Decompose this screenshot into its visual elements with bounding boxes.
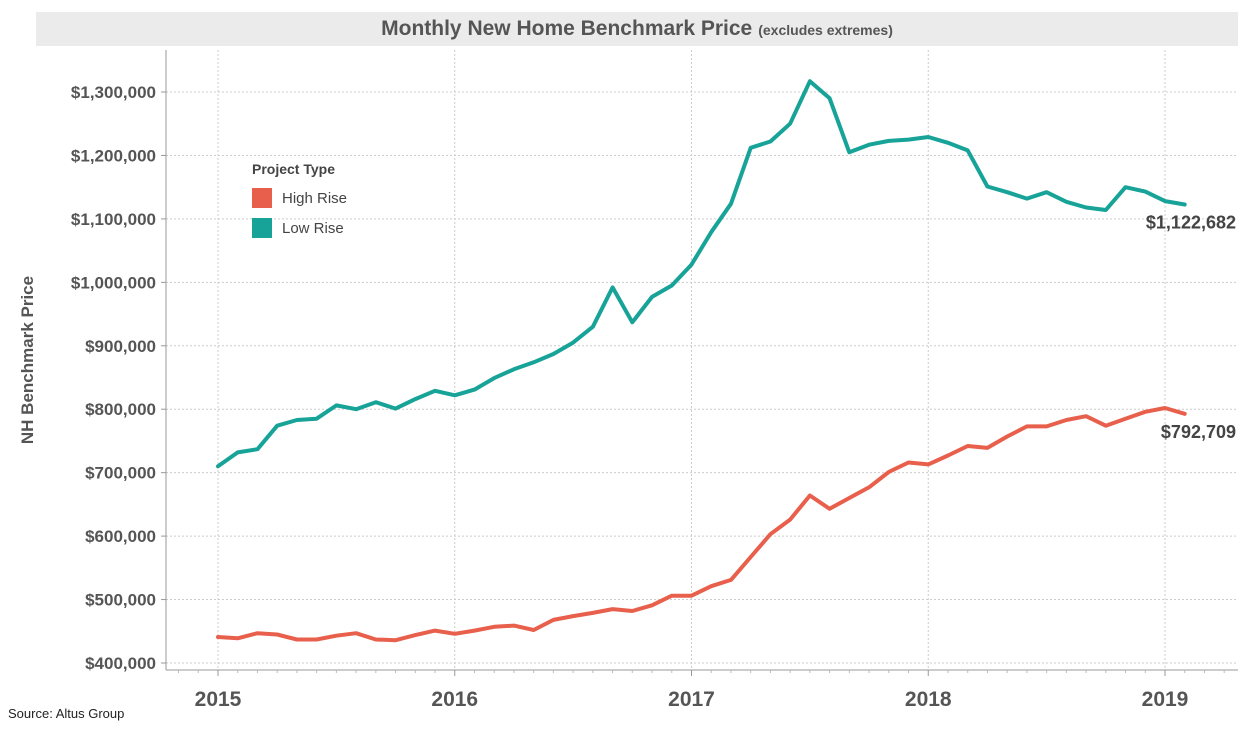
legend-item-high-rise[interactable]: High Rise <box>252 183 347 213</box>
chart-title: Monthly New Home Benchmark Price <box>381 17 753 40</box>
y-tick-label: $500,000 <box>85 591 156 610</box>
legend-label-high-rise: High Rise <box>282 189 348 207</box>
x-tick-label: 2019 <box>1142 688 1189 711</box>
series-line-low-rise <box>216 79 1187 469</box>
end-labels: $792,709 $1,122,682 <box>1146 212 1236 441</box>
end-label-low-rise: $1,122,682 <box>1146 212 1236 232</box>
series-lines <box>216 79 1187 643</box>
legend-label-low-rise: Low Rise <box>282 219 344 237</box>
legend: Project Type High Rise Low Rise <box>252 161 347 243</box>
axes: $400,000 $500,000 $600,000 $700,000 $800,000… <box>71 50 1238 711</box>
y-tick-label: $800,000 <box>85 400 156 419</box>
legend-item-low-rise[interactable]: Low Rise <box>252 213 347 243</box>
source-note: Source: Altus Group <box>8 706 125 721</box>
legend-swatch-low-rise <box>252 218 272 238</box>
series-line-high-rise <box>216 406 1187 643</box>
chart-title-bar: Monthly New Home Benchmark Price (exclude… <box>36 12 1238 46</box>
x-tick-label: 2017 <box>668 688 715 711</box>
y-tick-label: $400,000 <box>85 654 156 673</box>
y-tick-label: $1,300,000 <box>71 83 156 102</box>
grid-lines <box>166 50 1238 670</box>
y-tick-label: $700,000 <box>85 464 156 483</box>
end-label-high-rise: $792,709 <box>1161 422 1236 442</box>
y-tick-label: $1,100,000 <box>71 210 156 229</box>
y-tick-label: $1,000,000 <box>71 273 156 292</box>
x-tick-label: 2015 <box>195 688 242 711</box>
y-tick-label: $900,000 <box>85 337 156 356</box>
chart-subtitle: (excludes extremes) <box>758 22 893 38</box>
y-tick-label: $1,200,000 <box>71 146 156 165</box>
x-tick-label: 2016 <box>431 688 478 711</box>
legend-swatch-high-rise <box>252 188 272 208</box>
legend-title: Project Type <box>252 161 335 177</box>
y-tick-label: $600,000 <box>85 527 156 546</box>
x-tick-label: 2018 <box>905 688 952 711</box>
